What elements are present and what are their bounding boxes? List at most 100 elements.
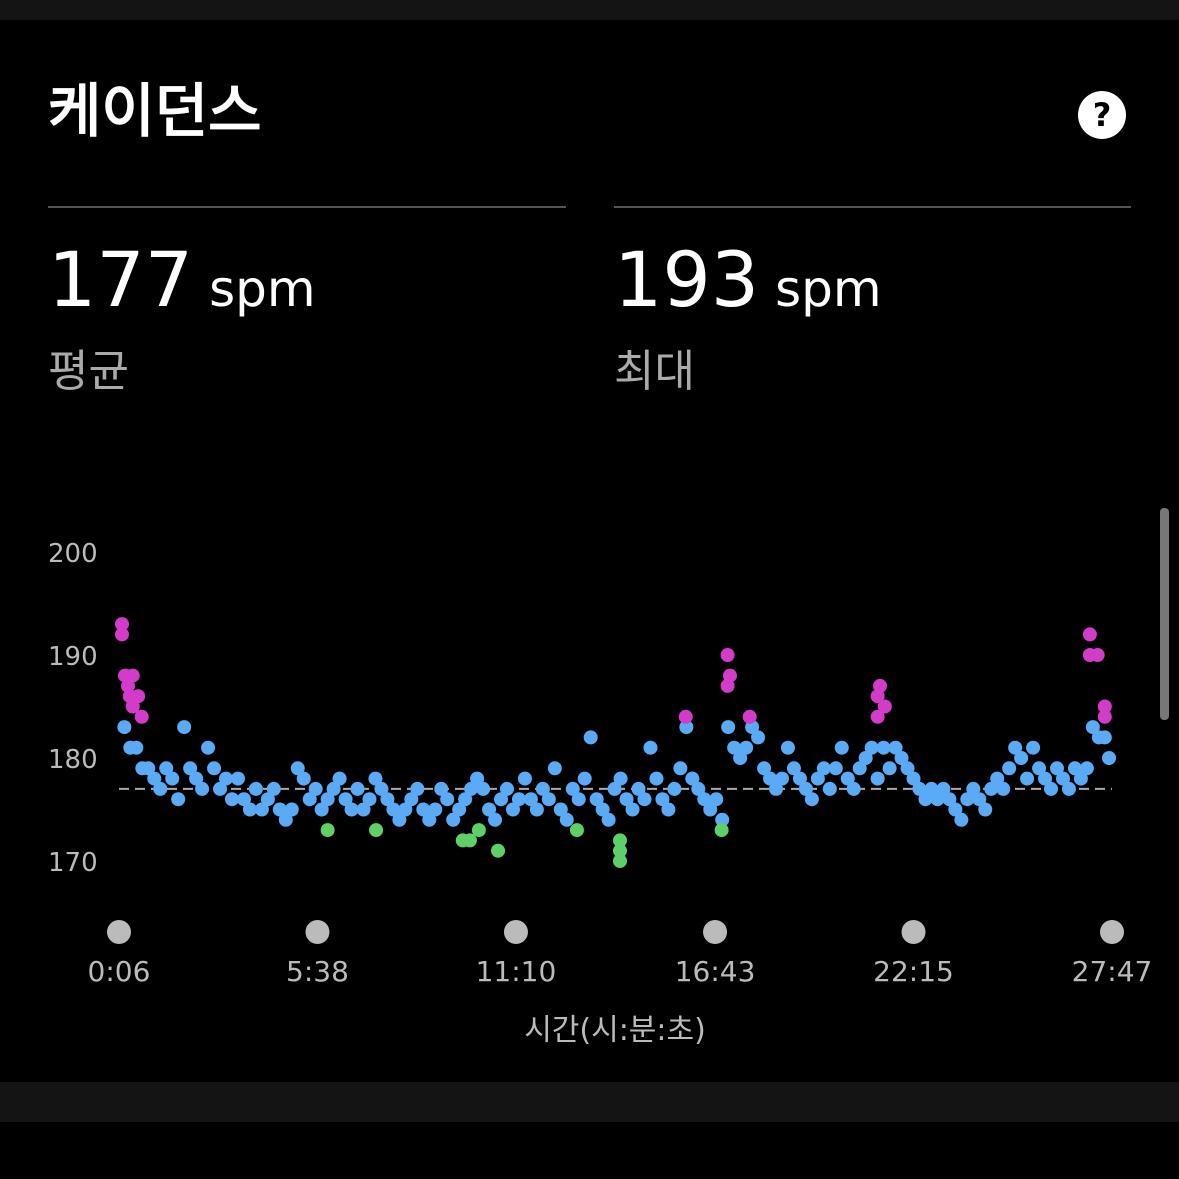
point bbox=[864, 740, 879, 755]
point bbox=[117, 720, 132, 735]
point bbox=[822, 781, 837, 796]
point bbox=[1082, 627, 1097, 642]
point bbox=[721, 720, 736, 735]
point bbox=[272, 802, 287, 817]
point bbox=[332, 771, 347, 786]
point bbox=[828, 761, 843, 776]
point bbox=[362, 792, 377, 807]
point bbox=[1049, 761, 1064, 776]
point bbox=[720, 678, 735, 693]
point bbox=[511, 792, 526, 807]
point bbox=[201, 740, 216, 755]
x-tick-label: 0:06 bbox=[88, 955, 151, 988]
point bbox=[488, 812, 503, 827]
point bbox=[769, 781, 784, 796]
x-tick-label: 22:15 bbox=[873, 955, 954, 988]
point bbox=[612, 833, 627, 848]
point bbox=[213, 781, 228, 796]
point bbox=[369, 823, 384, 838]
point bbox=[236, 792, 251, 807]
point bbox=[230, 771, 245, 786]
point bbox=[972, 792, 987, 807]
point bbox=[476, 781, 491, 796]
card-title: 케이던스 bbox=[48, 77, 261, 145]
point bbox=[786, 761, 801, 776]
point bbox=[715, 812, 730, 827]
x-tick-dot bbox=[901, 920, 926, 944]
point bbox=[260, 792, 275, 807]
point bbox=[470, 771, 485, 786]
point bbox=[505, 802, 520, 817]
point bbox=[165, 771, 180, 786]
point bbox=[840, 771, 855, 786]
point bbox=[314, 802, 329, 817]
y-tick-label: 190 bbox=[48, 642, 98, 672]
point bbox=[368, 771, 383, 786]
point bbox=[942, 792, 957, 807]
point bbox=[392, 812, 407, 827]
x-tick-label: 5:38 bbox=[286, 955, 349, 988]
point bbox=[326, 781, 341, 796]
point bbox=[816, 761, 831, 776]
x-tick-dot bbox=[305, 920, 330, 944]
point bbox=[125, 699, 140, 714]
stat-label: 평균 bbox=[48, 346, 129, 397]
point bbox=[1097, 699, 1112, 714]
point bbox=[219, 771, 234, 786]
help-button[interactable] bbox=[1078, 91, 1126, 139]
point bbox=[679, 720, 694, 735]
point bbox=[792, 771, 807, 786]
point bbox=[870, 689, 885, 704]
point bbox=[320, 792, 335, 807]
point bbox=[458, 792, 473, 807]
point bbox=[924, 781, 939, 796]
point bbox=[114, 617, 129, 632]
point bbox=[569, 823, 584, 838]
point bbox=[434, 781, 449, 796]
point bbox=[195, 781, 210, 796]
point bbox=[183, 761, 198, 776]
scrollbar bbox=[1160, 508, 1169, 720]
point bbox=[595, 802, 610, 817]
point bbox=[720, 648, 735, 662]
point bbox=[134, 709, 149, 724]
point bbox=[678, 709, 693, 724]
point bbox=[422, 812, 437, 827]
point bbox=[254, 802, 269, 817]
point bbox=[954, 812, 969, 827]
point bbox=[661, 802, 676, 817]
point bbox=[494, 792, 509, 807]
stat-unit: spm bbox=[209, 260, 316, 318]
point bbox=[870, 709, 885, 724]
point bbox=[996, 781, 1011, 796]
point bbox=[1020, 771, 1035, 786]
point bbox=[852, 761, 867, 776]
point bbox=[655, 792, 670, 807]
point bbox=[877, 699, 892, 714]
point bbox=[948, 802, 963, 817]
point bbox=[491, 843, 506, 858]
point bbox=[499, 781, 514, 796]
point bbox=[517, 771, 532, 786]
point bbox=[440, 792, 455, 807]
point bbox=[1097, 709, 1112, 724]
point bbox=[159, 761, 174, 776]
point bbox=[171, 792, 186, 807]
point bbox=[691, 781, 706, 796]
point bbox=[798, 781, 813, 796]
point bbox=[697, 792, 712, 807]
point bbox=[990, 771, 1005, 786]
y-tick-label: 170 bbox=[48, 848, 98, 878]
stat-label: 최대 bbox=[614, 346, 695, 397]
help-icon[interactable]: ? bbox=[1093, 96, 1112, 134]
stat-average: 177 spm bbox=[48, 235, 316, 324]
point bbox=[1014, 751, 1029, 765]
x-tick-dot bbox=[1100, 920, 1124, 944]
point bbox=[876, 740, 891, 755]
point bbox=[338, 792, 353, 807]
point bbox=[714, 823, 729, 838]
point bbox=[667, 781, 682, 796]
point bbox=[1079, 761, 1094, 776]
point bbox=[1090, 648, 1105, 662]
